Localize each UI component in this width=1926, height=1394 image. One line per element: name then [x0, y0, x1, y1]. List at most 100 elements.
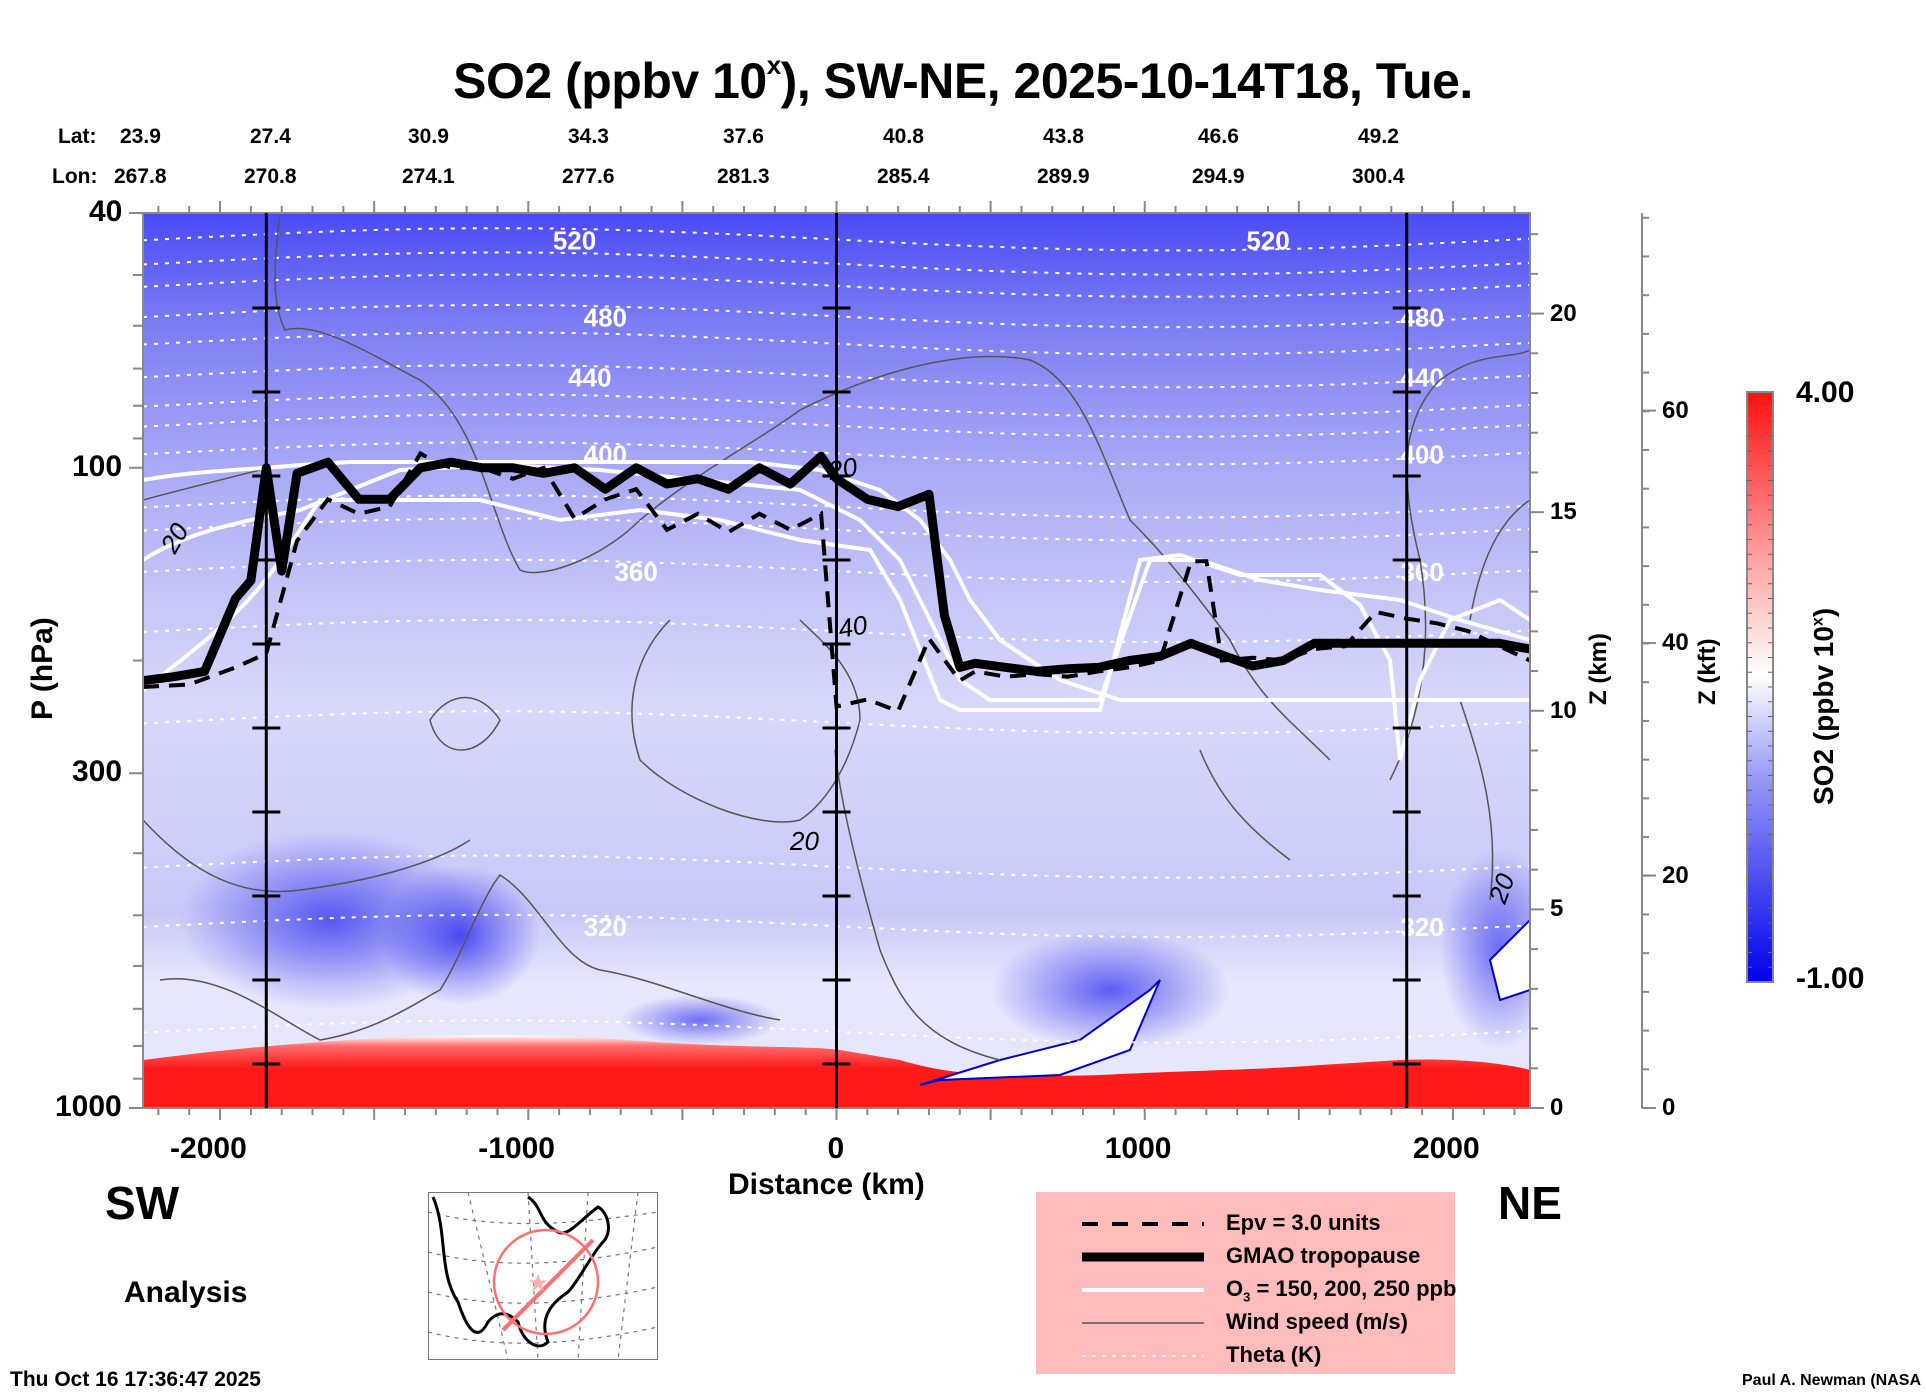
legend-label-tropopause: GMAO tropopause	[1226, 1243, 1421, 1268]
map-center-star-icon: ★	[527, 1270, 549, 1297]
epv-contour	[143, 450, 1530, 714]
z-km-tick-label: 10	[1550, 696, 1577, 724]
y-tick-label: 1000	[55, 1090, 122, 1123]
theta-contour-label: 480	[584, 302, 627, 332]
wind-contour	[834, 749, 1001, 1061]
lat-value: 30.9	[408, 125, 449, 148]
theta-contour-label: 520	[1246, 226, 1289, 256]
z-kft-axis	[1641, 213, 1656, 1109]
lon-value: 270.8	[244, 165, 297, 188]
lat-row-label: Lat:	[58, 125, 97, 148]
lon-value: 300.4	[1352, 165, 1405, 188]
x-tick-label: 1000	[1104, 1132, 1172, 1165]
ne-direction-label: NE	[1498, 1177, 1562, 1229]
theta-contour-label: 440	[568, 362, 611, 392]
z-km-tick-label: 15	[1550, 498, 1577, 526]
lon-value: 274.1	[402, 165, 455, 188]
lat-value: 43.8	[1043, 125, 1084, 148]
lon-value: 277.6	[562, 165, 615, 188]
lon-value: 281.3	[717, 165, 770, 188]
z-kft-tick-label: 40	[1662, 629, 1689, 657]
wind-contour	[143, 819, 471, 893]
chart-title: SO2 (ppbv 10x), SW-NE, 2025-10-14T18, Tu…	[453, 50, 1473, 109]
z-km-tick-label: 5	[1550, 895, 1564, 923]
map-transect-line	[501, 1238, 595, 1332]
lon-row-label: Lon:	[52, 165, 98, 188]
so2-low-region	[380, 865, 540, 1005]
colorbar-max-label: 4.00	[1796, 376, 1855, 409]
lat-value: 34.3	[568, 125, 609, 148]
lat-value: 37.6	[723, 125, 764, 148]
lat-value: 49.2	[1358, 125, 1399, 148]
x-axis-ticks	[157, 201, 1516, 1120]
wind-contour	[1469, 499, 1530, 621]
colorbar-min-label: -1.00	[1796, 962, 1865, 995]
map-range-circle	[492, 1228, 600, 1336]
author-credit: Paul A. Newman (NASA	[1742, 1372, 1921, 1389]
z-km-axis-title: Z (km)	[1585, 633, 1612, 705]
legend-label-o3: O3 = 150, 200, 250 ppb	[1226, 1276, 1457, 1305]
y-tick-label: 100	[72, 449, 123, 483]
theta-contour-label: 360	[614, 557, 657, 587]
lon-value: 285.4	[877, 165, 930, 188]
y-axis-ticks	[129, 212, 143, 1109]
legend-label-theta: Theta (K)	[1226, 1342, 1322, 1367]
lon-value: 294.9	[1192, 165, 1245, 188]
wind-contour-label: 40	[836, 609, 870, 644]
y-axis-title: P (hPa)	[26, 617, 59, 720]
legend: Epv = 3.0 units GMAO tropopause O3 = 150…	[1036, 1192, 1457, 1374]
lat-value: 46.6	[1198, 125, 1239, 148]
x-axis-title: Distance (km)	[728, 1168, 925, 1201]
colorbar-level-ticks	[1747, 406, 1773, 968]
o3-contour-250	[143, 498, 1530, 761]
theta-contour-label: 320	[584, 912, 627, 942]
x-tick-label: -2000	[170, 1132, 247, 1165]
wind-contour	[429, 696, 501, 751]
wind-contour	[1459, 699, 1494, 901]
analysis-label: Analysis	[124, 1276, 248, 1309]
wind-contour	[143, 469, 261, 501]
wind-contour	[159, 874, 781, 1041]
colorbar-title: SO2 (ppbv 10x)	[1808, 607, 1839, 805]
wind-contour	[1199, 749, 1291, 861]
lon-value: 289.9	[1037, 165, 1090, 188]
wind-contour	[631, 619, 861, 823]
wind-contour-label: 20	[825, 451, 860, 486]
x-tick-label: 0	[827, 1132, 845, 1165]
gmao-tropopause-line	[143, 451, 1530, 686]
y-tick-label: 40	[89, 195, 123, 228]
z-kft-tick-label: 0	[1662, 1094, 1676, 1121]
missing-data-region	[919, 979, 1161, 1086]
x-tick-label: 2000	[1412, 1132, 1480, 1165]
title-superscript: x	[766, 50, 781, 81]
so2-low-region	[620, 995, 780, 1045]
lat-value: 40.8	[883, 125, 924, 148]
lat-value: 23.9	[120, 125, 161, 148]
wind-contour-label: 20	[789, 826, 819, 856]
coastline	[431, 1195, 610, 1348]
x-tick-label: -1000	[478, 1132, 555, 1165]
generation-timestamp: Thu Oct 16 17:36:47 2025	[10, 1368, 261, 1391]
legend-swatches	[1082, 1222, 1204, 1357]
y-tick-label: 300	[72, 755, 123, 789]
o3-contour-150	[143, 460, 1530, 702]
z-km-tick-label: 0	[1550, 1094, 1564, 1121]
z-kft-tick-label: 60	[1662, 396, 1689, 424]
legend-label-wind: Wind speed (m/s)	[1226, 1309, 1408, 1334]
wind-speed-contours	[143, 213, 1530, 1061]
lon-value: 267.8	[114, 165, 167, 188]
legend-label-epv: Epv = 3.0 units	[1226, 1210, 1381, 1235]
theta-contour-label: 520	[553, 226, 596, 256]
location-inset-map: ★	[428, 1192, 658, 1360]
so2-low-region	[1440, 850, 1530, 1050]
sw-direction-label: SW	[105, 1177, 180, 1229]
missing-data-region	[1488, 918, 1530, 1002]
z-kft-tick-label: 20	[1662, 861, 1689, 889]
lat-value: 27.4	[250, 125, 291, 148]
z-km-axis	[1530, 233, 1544, 1109]
so2-low-region	[990, 930, 1230, 1050]
z-kft-axis-title: Z (kft)	[1694, 638, 1721, 705]
